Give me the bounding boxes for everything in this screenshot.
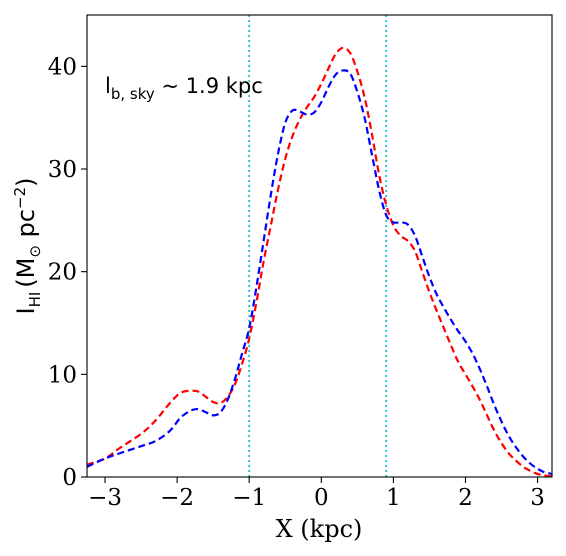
- ylabel-subscript: HI: [26, 292, 44, 308]
- x-tick-label-0: −3: [88, 485, 122, 511]
- y-tick-label-4: 40: [48, 54, 77, 80]
- plot-frame: [86, 14, 553, 478]
- x-tick-label-4: 1: [386, 485, 401, 511]
- y-axis-title: IHI (M⊙ pc−2): [11, 178, 44, 315]
- y-tick-label-0: 0: [62, 465, 77, 491]
- series-line-1: [87, 69, 552, 475]
- x-tick-label-5: 2: [458, 485, 473, 511]
- y-tick-label-3: 30: [48, 157, 77, 183]
- ylabel-superscript: −2: [11, 187, 29, 209]
- ylabel-sun-symbol: ⊙: [26, 245, 44, 258]
- annotation-main: l: [105, 74, 111, 98]
- annotation-rest: ~ 1.9 kpc: [155, 74, 263, 98]
- x-axis-title: X (kpc): [276, 515, 363, 543]
- scale-annotation: lb, sky ~ 1.9 kpc: [105, 74, 263, 103]
- chart-vlines-layer: [248, 15, 388, 477]
- x-tick-label-6: 3: [530, 485, 545, 511]
- chart-series-layer: [87, 46, 552, 477]
- x-tick-label-2: −1: [232, 485, 266, 511]
- ylabel-main: I: [12, 307, 40, 314]
- y-tick-label-2: 20: [48, 260, 77, 286]
- x-tick-label-1: −2: [160, 485, 194, 511]
- series-line-0: [87, 46, 552, 477]
- ylabel-unit-prefix: (M: [12, 258, 40, 288]
- ylabel-unit-mid: pc: [12, 209, 40, 245]
- x-tick-label-3: 0: [314, 485, 329, 511]
- ylabel-unit-suffix: ): [12, 178, 40, 187]
- annotation-subscript: b, sky: [111, 85, 155, 103]
- y-tick-label-1: 10: [48, 362, 77, 388]
